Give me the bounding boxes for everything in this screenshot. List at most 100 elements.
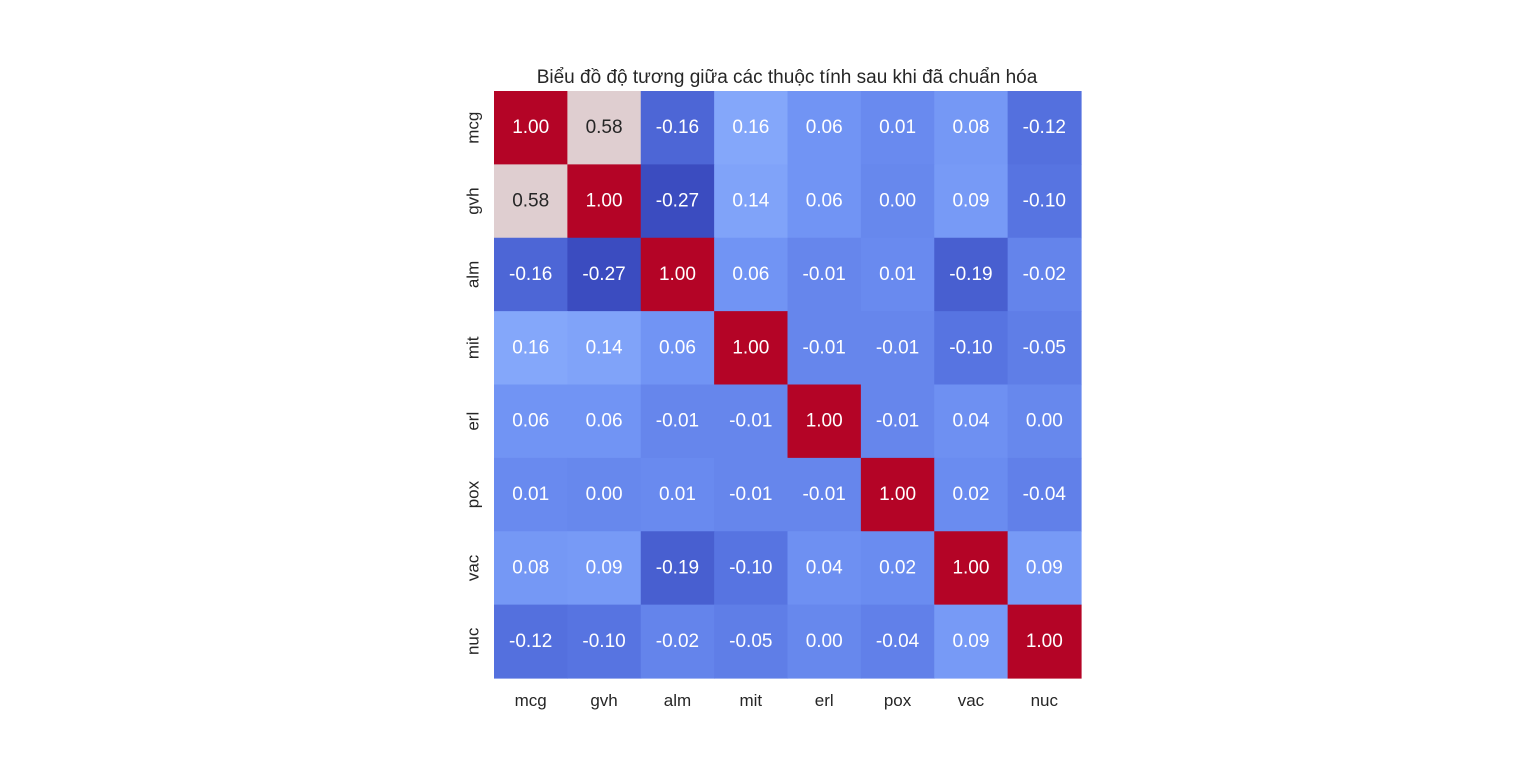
heatmap-cell-mit-gvh — [567, 311, 642, 386]
heatmap-cell-vac-nuc — [1007, 531, 1082, 606]
heatmap-cell-erl-mit — [714, 384, 789, 459]
cell-value-label: -0.04 — [876, 631, 920, 652]
heatmap-cell-mcg-alm — [640, 91, 715, 165]
cell-value-label: 0.58 — [586, 117, 623, 138]
y-tick-label-mcg: mcg — [464, 112, 483, 144]
cell-value-label: 0.58 — [512, 191, 549, 212]
heatmap-cell-alm-pox — [860, 237, 935, 312]
heatmap-cell-alm-nuc — [1007, 237, 1082, 312]
chart-title: Biểu đồ độ tương giữa các thuộc tính sau… — [537, 67, 1038, 88]
heatmap-cell-vac-mcg — [494, 531, 568, 606]
heatmap-cell-alm-gvh — [567, 237, 642, 312]
heatmap-cell-mit-mcg — [494, 311, 568, 386]
heatmap-cells — [494, 91, 1082, 679]
cell-value-label: -0.10 — [1023, 191, 1066, 212]
heatmap-cell-nuc-vac — [934, 604, 1009, 679]
cell-value-label: 0.08 — [512, 557, 549, 578]
x-tick-label-gvh: gvh — [590, 691, 617, 710]
y-tick-label-pox: pox — [464, 480, 483, 508]
heatmap-cell-mit-vac — [934, 311, 1009, 386]
y-tick-label-alm: alm — [464, 261, 483, 288]
cell-value-label: 0.02 — [952, 484, 989, 505]
cell-value-label: 0.06 — [512, 411, 549, 432]
heatmap-cell-vac-erl — [787, 531, 862, 606]
cell-value-label: 1.00 — [1026, 631, 1063, 652]
heatmap-cell-pox-mit — [714, 457, 789, 532]
heatmap-cell-mit-alm — [640, 311, 715, 386]
heatmap-cell-vac-gvh — [567, 531, 642, 606]
cell-value-label: 0.01 — [879, 264, 916, 285]
cell-value-label: -0.10 — [582, 631, 625, 652]
cell-value-label: -0.02 — [656, 631, 699, 652]
heatmap-cell-mcg-nuc — [1007, 91, 1082, 165]
heatmap-cell-pox-mcg — [494, 457, 568, 532]
cell-value-label: 0.06 — [806, 117, 843, 138]
cell-value-label: -0.16 — [656, 117, 699, 138]
heatmap-cell-vac-mit — [714, 531, 789, 606]
heatmap-cell-mcg-gvh — [567, 91, 642, 165]
cell-value-label: -0.16 — [509, 264, 552, 285]
cell-value-label: 0.00 — [806, 631, 843, 652]
heatmap-cell-mcg-vac — [934, 91, 1009, 165]
heatmap-cell-alm-erl — [787, 237, 862, 312]
cell-value-label: 0.04 — [952, 411, 989, 432]
heatmap-cell-erl-erl — [787, 384, 862, 459]
heatmap-cell-mcg-erl — [787, 91, 862, 165]
cell-value-label: 0.06 — [732, 264, 769, 285]
cell-value-label: 1.00 — [659, 264, 696, 285]
heatmap-cell-nuc-nuc — [1007, 604, 1082, 679]
heatmap-cell-erl-alm — [640, 384, 715, 459]
y-tick-label-vac: vac — [464, 554, 483, 581]
cell-value-label: -0.05 — [1023, 337, 1066, 358]
y-tick-label-erl: erl — [464, 412, 483, 431]
cell-value-label: 0.09 — [952, 631, 989, 652]
heatmap-cell-erl-pox — [860, 384, 935, 459]
x-tick-label-erl: erl — [815, 691, 834, 710]
heatmap-cell-pox-erl — [787, 457, 862, 532]
cell-value-label: 0.14 — [732, 191, 769, 212]
x-axis-tick-labels: mcg gvh alm mit erl pox vac nuc — [515, 691, 1059, 710]
cell-value-label: 0.06 — [806, 191, 843, 212]
cell-value-label: -0.10 — [729, 557, 772, 578]
heatmap-cell-mcg-pox — [860, 91, 935, 165]
cell-value-label: -0.01 — [876, 337, 919, 358]
heatmap-cell-erl-nuc — [1007, 384, 1082, 459]
heatmap-cell-mit-erl — [787, 311, 862, 386]
heatmap-cell-mcg-mit — [714, 91, 789, 165]
cell-value-label: -0.02 — [1023, 264, 1066, 285]
cell-value-label: -0.10 — [949, 337, 992, 358]
cell-value-label: -0.04 — [1023, 484, 1067, 505]
heatmap-cell-nuc-alm — [640, 604, 715, 679]
cell-value-label: 0.01 — [659, 484, 696, 505]
cell-value-label: -0.27 — [582, 264, 625, 285]
heatmap-cell-vac-alm — [640, 531, 715, 606]
y-tick-label-mit: mit — [464, 336, 483, 359]
cell-value-label: -0.01 — [803, 484, 846, 505]
heatmap-cell-vac-pox — [860, 531, 935, 606]
heatmap-cell-gvh-erl — [787, 164, 862, 239]
heatmap-cell-pox-pox — [860, 457, 935, 532]
cell-value-label: -0.01 — [656, 411, 699, 432]
cell-value-label: 0.09 — [952, 191, 989, 212]
heatmap-cell-gvh-mit — [714, 164, 789, 239]
heatmap-cell-pox-vac — [934, 457, 1009, 532]
heatmap-cell-alm-vac — [934, 237, 1009, 312]
heatmap-cell-erl-mcg — [494, 384, 568, 459]
y-axis-tick-labels: mcg gvh alm mit erl pox vac nuc — [464, 112, 483, 655]
cell-value-label: -0.19 — [949, 264, 992, 285]
heatmap-cell-pox-alm — [640, 457, 715, 532]
cell-value-label: 0.01 — [879, 117, 916, 138]
x-tick-label-mcg: mcg — [515, 691, 547, 710]
cell-value-label: 0.06 — [659, 337, 696, 358]
cell-value-label: 0.04 — [806, 557, 843, 578]
heatmap-cell-nuc-mcg — [494, 604, 568, 679]
heatmap-cell-gvh-pox — [860, 164, 935, 239]
cell-value-label: -0.01 — [803, 264, 846, 285]
cell-value-label: -0.19 — [656, 557, 699, 578]
cell-value-label: 0.00 — [586, 484, 623, 505]
heatmap-cell-vac-vac — [934, 531, 1009, 606]
cell-value-label: 1.00 — [512, 117, 549, 138]
heatmap-annotations: 1.00 0.58 -0.16 0.16 0.06 0.01 0.08 -0.12 0.58 1.… — [509, 117, 1066, 652]
